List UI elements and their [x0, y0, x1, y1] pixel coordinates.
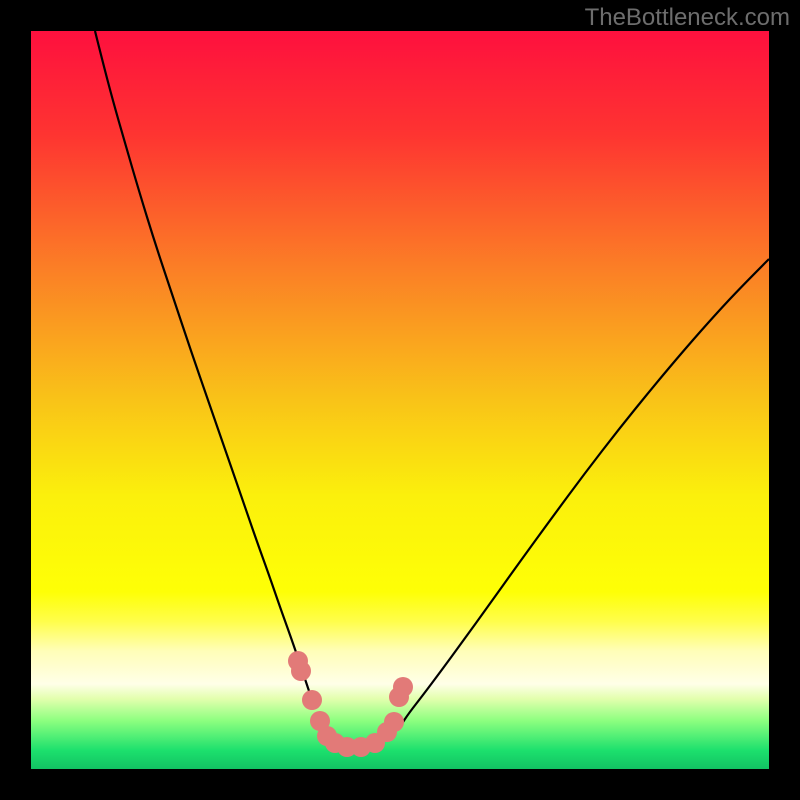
marker-dot [384, 712, 404, 732]
chart-svg [31, 31, 769, 769]
marker-dot [291, 661, 311, 681]
gradient-background [31, 31, 769, 769]
plot-area [31, 31, 769, 769]
marker-dot [393, 677, 413, 697]
marker-dot [302, 690, 322, 710]
watermark-text: TheBottleneck.com [585, 4, 790, 32]
